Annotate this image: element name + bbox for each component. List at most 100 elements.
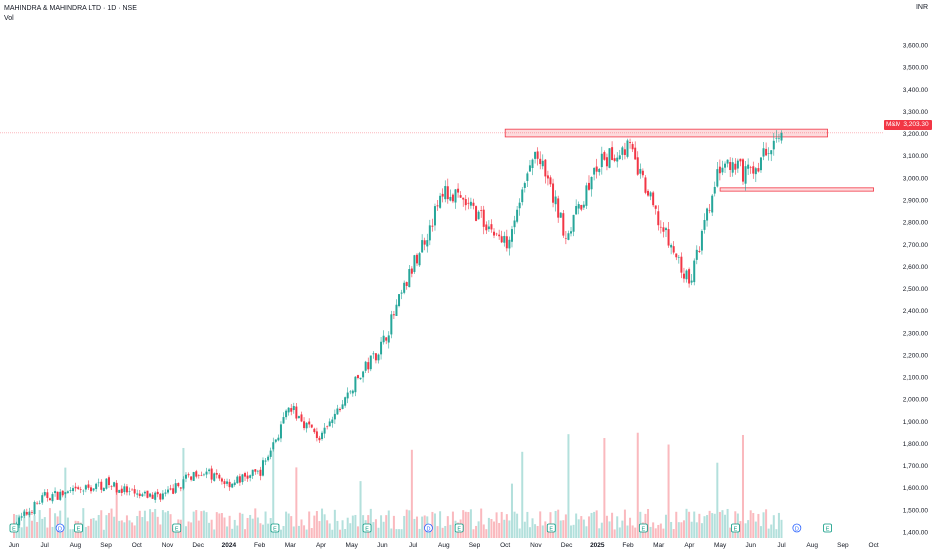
x-axis[interactable]: Jun Jul Aug Sep Oct Nov Dec 2024 Feb Mar Apr May Jun… (9, 542, 879, 549)
volume-label[interactable]: Vol (4, 15, 14, 22)
volume-bar (713, 513, 716, 538)
volume-bar (97, 515, 100, 538)
candle-body (231, 483, 234, 488)
earnings-marker[interactable]: E (270, 523, 280, 533)
candle-body (536, 151, 539, 159)
volume-bar (123, 522, 126, 538)
volume-bar (279, 529, 282, 538)
candle-body (33, 501, 36, 515)
x-tick-label: Feb (622, 542, 634, 549)
volume-bar (539, 511, 542, 538)
volume-bar (613, 529, 616, 538)
volume-bar (295, 467, 298, 538)
candle-body (603, 152, 606, 160)
volume-bar (557, 509, 560, 538)
candle-body (580, 204, 583, 210)
earnings-marker[interactable]: E (638, 523, 648, 533)
candle-body (472, 202, 475, 206)
candle-body (595, 166, 598, 172)
volume-bar (380, 515, 383, 538)
volume-bar (233, 519, 236, 538)
symbol-title[interactable]: MAHINDRA & MAHINDRA LTD · 1D · NSE (4, 5, 137, 12)
candle-body (713, 186, 716, 194)
volume-bar (141, 517, 144, 538)
volume-bar (518, 528, 521, 538)
volume-bar (464, 511, 467, 538)
candle-body (618, 155, 621, 160)
volume-bar (351, 515, 354, 538)
candle-body (775, 138, 778, 139)
volume-bar (726, 508, 729, 538)
candle-body (441, 193, 444, 197)
volume-bar (487, 517, 490, 538)
earnings-marker[interactable]: E (362, 523, 372, 533)
candle-body (616, 157, 619, 162)
candle-body (526, 173, 529, 181)
volume-bar (220, 513, 223, 538)
candle-body (64, 492, 67, 495)
earnings-marker[interactable]: E (823, 523, 832, 533)
candle-body (639, 168, 642, 174)
volume-bar (398, 529, 401, 538)
candle-body (174, 483, 177, 493)
volume-bar (159, 524, 162, 538)
earnings-marker[interactable]: E (9, 523, 19, 533)
candle-body (369, 355, 372, 370)
volume-bar (308, 511, 311, 538)
volume-bar (587, 516, 590, 538)
candle-body (575, 206, 578, 215)
volume-bar (757, 513, 760, 538)
earnings-marker[interactable]: E (172, 523, 182, 533)
dividend-marker[interactable]: D (792, 523, 802, 533)
candle-body (74, 486, 77, 489)
event-marker-letter: D (58, 527, 62, 533)
earnings-marker[interactable]: E (731, 523, 740, 533)
support-zone[interactable] (719, 187, 874, 192)
candle-body (125, 486, 128, 493)
candle-body (161, 493, 164, 500)
earnings-marker[interactable]: E (454, 523, 464, 533)
earnings-marker[interactable]: E (74, 523, 83, 533)
candle-body (680, 256, 683, 273)
volume-bar (562, 520, 565, 538)
volume-bar (90, 518, 93, 538)
dividend-marker[interactable]: D (55, 523, 65, 533)
y-tick-label: 1,500.00 (903, 507, 929, 514)
volume-bar (210, 519, 213, 538)
y-tick-label: 3,100.00 (903, 153, 929, 160)
dividend-marker[interactable]: D (424, 523, 433, 533)
candle-body (433, 206, 436, 226)
candle-body (102, 487, 105, 491)
y-axis[interactable]: 1,400.00 1,500.00 1,600.00 1,700.00 1,800.00… (903, 43, 929, 537)
candle-body (110, 486, 113, 487)
volume-bar (195, 510, 198, 538)
x-tick-label: Nov (530, 542, 542, 549)
y-tick-label: 2,000.00 (903, 397, 929, 404)
candle-body (421, 240, 424, 253)
candle-body (344, 397, 347, 406)
volume-bar (120, 520, 123, 538)
candle-body (675, 253, 678, 258)
earnings-marker[interactable]: E (546, 523, 556, 533)
candle-body (408, 269, 411, 288)
volume-bar (356, 526, 359, 538)
y-tick-label: 2,600.00 (903, 264, 929, 271)
candle-body (695, 249, 698, 260)
volume-bar (403, 515, 406, 538)
candle-body (69, 490, 72, 491)
candle-body (315, 431, 318, 439)
candle-body (403, 282, 406, 293)
x-tick-label: Sep (837, 542, 849, 549)
candle-body (410, 268, 413, 274)
candle-body (534, 151, 537, 159)
volume-bar (115, 485, 118, 538)
candle-body (677, 257, 680, 258)
candle-body (264, 460, 267, 462)
volume-bar (421, 516, 424, 538)
candle-body (346, 392, 349, 399)
volume-bar (274, 529, 277, 538)
candle-body (541, 160, 544, 167)
volume-bar (161, 510, 164, 538)
candle-body (662, 227, 665, 232)
